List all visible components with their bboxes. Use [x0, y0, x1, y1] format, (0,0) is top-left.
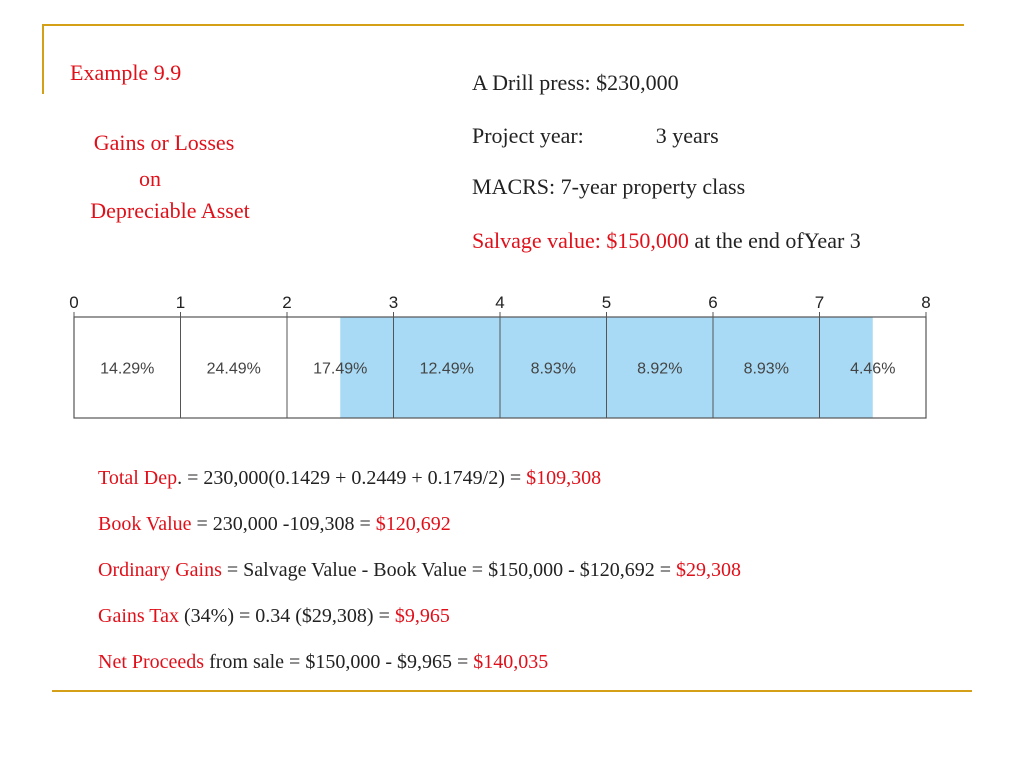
ordinary-gains-line: Ordinary Gains = Salvage Value - Book Va… [98, 559, 741, 582]
year-label-0: 0 [69, 293, 78, 312]
total-dep-label: Total Dep [98, 467, 178, 489]
book-value-line: Book Value = 230,000 -109,308 = $120,692 [98, 513, 451, 536]
book-value-result: $120,692 [375, 513, 451, 535]
macrs-line: MACRS: 7-year property class [472, 174, 745, 200]
ordinary-gains-result: $29,308 [676, 559, 742, 581]
rate-label-year-7: 8.93% [744, 361, 789, 378]
net-proceeds-line: Net Proceeds from sale = $150,000 - $9,9… [98, 651, 548, 674]
book-value-expr: = 230,000 -109,308 = [196, 513, 371, 535]
drill-press-label: A Drill press: [472, 70, 591, 95]
year-label-5: 5 [602, 293, 611, 312]
rate-label-year-2: 24.49% [207, 361, 261, 378]
year-label-4: 4 [495, 293, 504, 312]
rate-label-year-8: 4.46% [850, 361, 895, 378]
total-dep-result: $109,308 [526, 467, 602, 489]
macrs-value: 7-year property class [560, 174, 746, 199]
year-label-8: 8 [921, 293, 930, 312]
rate-label-year-6: 8.92% [637, 361, 682, 378]
top-rule [42, 24, 964, 26]
ordinary-gains-label: Ordinary Gains [98, 559, 222, 581]
salvage-label: Salvage value: [472, 228, 601, 253]
example-title: Example 9.9 [70, 60, 182, 85]
salvage-suffix: at the end ofYear [694, 228, 845, 253]
drill-press-value: $230,000 [596, 70, 679, 95]
macrs-label: MACRS: [472, 174, 556, 199]
topic-line-1: Gains or Losses [93, 130, 235, 155]
rate-label-year-1: 14.29% [100, 361, 154, 378]
year-label-1: 1 [176, 293, 185, 312]
year-label-7: 7 [815, 293, 824, 312]
total-dep-line: Total Dep. = 230,000(0.1429 + 0.2449 + 0… [98, 467, 601, 490]
project-year-value: 3 years [655, 123, 719, 148]
salvage-value-line: Salvage value: $150,000 at the end ofYea… [472, 228, 861, 254]
project-year-line: Project year: 3 years [472, 123, 719, 149]
salvage-amount: $150,000 [606, 228, 689, 253]
book-value-label: Book Value [98, 513, 192, 535]
topic-line-2: on [139, 166, 161, 191]
net-proceeds-label: Net Proceeds [98, 651, 205, 673]
year-label-6: 6 [708, 293, 717, 312]
gains-tax-expr: (34%) = 0.34 ($29,308) = [184, 605, 390, 627]
project-year-label: Project year: [472, 123, 584, 148]
rate-label-year-3: 17.49% [313, 361, 367, 378]
topic-line-3: Depreciable Asset [90, 198, 250, 223]
macrs-timeline: 0 1 2 3 4 5 6 7 8 14.29% 24.49% 17.49% 12.49% 8.93% 8.… [69, 293, 931, 419]
year-label-2: 2 [282, 293, 291, 312]
rate-label-year-5: 8.93% [531, 361, 576, 378]
drill-press-line: A Drill press: $230,000 [472, 70, 679, 96]
rate-label-year-4: 12.49% [420, 361, 474, 378]
net-proceeds-result: $140,035 [473, 651, 549, 673]
ordinary-gains-expr: = Salvage Value - Book Value = $150,000 … [226, 559, 672, 581]
salvage-year: 3 [849, 228, 861, 253]
left-rule [42, 24, 44, 94]
net-proceeds-expr: from sale = $150,000 - $9,965 = [209, 651, 469, 673]
year-label-3: 3 [389, 293, 398, 312]
total-dep-expr: . = 230,000(0.1429 + 0.2449 + 0.1749/2) … [177, 467, 522, 489]
gains-tax-line: Gains Tax (34%) = 0.34 ($29,308) = $9,96… [98, 605, 450, 628]
gains-tax-result: $9,965 [394, 605, 450, 627]
bottom-rule [52, 690, 972, 692]
gains-tax-label: Gains Tax [98, 605, 179, 627]
